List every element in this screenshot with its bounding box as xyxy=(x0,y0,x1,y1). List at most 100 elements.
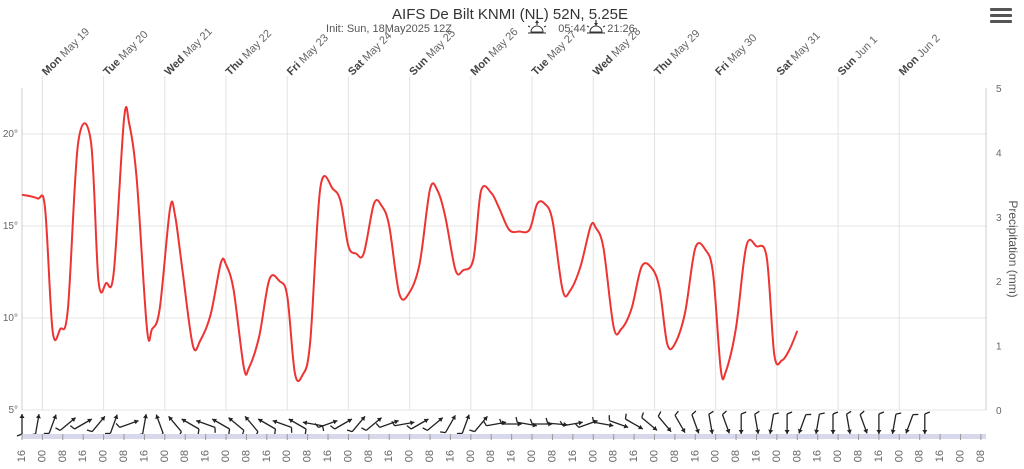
wind-barb xyxy=(69,418,93,430)
hour-tick-label: 08 xyxy=(302,450,314,462)
hour-tick-label: 00 xyxy=(587,450,599,462)
wind-barb xyxy=(244,415,259,437)
init-label: Init: Sun, 18May2025 12Z xyxy=(326,23,452,35)
hour-tick-label: 08 xyxy=(57,450,69,462)
hour-tick-label: 16 xyxy=(77,450,89,462)
hour-axis-band xyxy=(22,434,986,439)
day-date: May 26 xyxy=(487,26,521,60)
wind-barbs xyxy=(16,410,931,438)
hour-tick-label: 00 xyxy=(36,450,48,462)
hour-tick-label: 16 xyxy=(261,450,273,462)
hour-tick-label: 00 xyxy=(220,450,232,462)
wind-barb xyxy=(55,417,76,432)
wind-barb xyxy=(797,413,812,434)
chart-title: AIFS De Bilt KNMI (NL) 52N, 5.25E xyxy=(392,6,628,23)
hour-tick-label: 16 xyxy=(750,450,762,462)
hour-tick-label: 00 xyxy=(159,450,171,462)
day-label: Fri May 23 xyxy=(285,32,331,78)
temperature-tick-label: 10° xyxy=(3,313,18,324)
day-date: May 19 xyxy=(58,26,92,60)
sunrise-icon xyxy=(527,20,547,34)
day-label: Thu May 22 xyxy=(224,28,274,78)
day-label: Mon Jun 2 xyxy=(897,32,943,78)
precipitation-axis-ticks: 0 1 2 3 4 5 xyxy=(996,84,1002,417)
hour-tick-label: 08 xyxy=(118,450,130,462)
sunset-time: 21:26 xyxy=(607,23,635,35)
hour-tick-label: 16 xyxy=(200,450,212,462)
wind-barb xyxy=(346,415,366,433)
hour-tick-label: 08 xyxy=(669,450,681,462)
wind-barb xyxy=(375,419,399,429)
wind-barb xyxy=(302,420,325,432)
wind-barb xyxy=(406,418,429,430)
hour-tick-label: 16 xyxy=(628,450,640,462)
wind-barb xyxy=(456,414,471,435)
hour-tick-label: 00 xyxy=(465,450,477,462)
hour-tick-label: 08 xyxy=(608,450,620,462)
wind-barb xyxy=(86,415,106,433)
wind-barb xyxy=(272,419,293,433)
hour-tick-label: 16 xyxy=(444,450,456,462)
day-date: May 31 xyxy=(789,30,823,64)
wind-barb xyxy=(361,417,382,432)
hour-tick-label: 00 xyxy=(710,450,722,462)
wind-barb xyxy=(922,411,931,434)
wind-barb xyxy=(708,410,715,434)
hour-tick-label: 08 xyxy=(852,450,864,462)
hour-tick-label: 16 xyxy=(138,450,150,462)
temperature-axis-ticks: 5° 10° 15° 20° xyxy=(3,129,18,416)
wind-barb xyxy=(30,414,41,436)
wind-barb xyxy=(890,412,902,434)
wind-barb xyxy=(168,415,183,437)
plot-area xyxy=(22,88,986,410)
hour-tick-label: 00 xyxy=(648,450,660,462)
wind-barb xyxy=(608,415,629,429)
hour-tick-label: 00 xyxy=(98,450,110,462)
hour-tick-label: 16 xyxy=(812,450,824,462)
wind-barb xyxy=(830,411,839,434)
hour-tick-label: 08 xyxy=(730,450,742,462)
hour-tick-label: 00 xyxy=(771,450,783,462)
wind-barb xyxy=(624,413,644,430)
wind-barb xyxy=(257,418,277,435)
wind-barb xyxy=(876,411,885,434)
sunrise-time: 05:44 xyxy=(558,23,586,35)
wind-barb xyxy=(784,411,793,434)
temperature-tick-label: 15° xyxy=(3,221,18,232)
temperature-tick-label: 20° xyxy=(3,129,18,140)
day-date: May 30 xyxy=(725,32,759,66)
wind-barb xyxy=(115,419,139,429)
day-label: Sun Jun 1 xyxy=(836,34,880,78)
wind-barb xyxy=(814,412,825,434)
precipitation-axis-title: Precipitation (mm) xyxy=(1006,200,1020,297)
wind-barb xyxy=(483,420,507,427)
day-date: May 29 xyxy=(669,28,703,62)
wind-barb xyxy=(469,415,488,433)
wind-barb xyxy=(16,414,25,437)
hour-tick-label: 08 xyxy=(424,450,436,462)
wind-barb xyxy=(211,418,231,435)
hour-tick-label: 00 xyxy=(954,450,966,462)
wind-barb xyxy=(43,414,58,435)
hour-tick-label: 08 xyxy=(179,450,191,462)
wind-barb xyxy=(104,414,119,435)
hour-tick-label: 08 xyxy=(546,450,558,462)
wind-barb xyxy=(674,410,686,433)
hour-tick-label: 08 xyxy=(240,450,252,462)
day-label: Mon May 26 xyxy=(468,26,520,78)
hour-tick-label: 16 xyxy=(322,450,334,462)
wind-barb xyxy=(288,418,307,435)
sunset-icon xyxy=(586,20,606,34)
temperature-line xyxy=(21,105,799,383)
day-label: Thu May 29 xyxy=(652,28,702,78)
day-label: Tue May 20 xyxy=(101,29,150,78)
day-label: Sat May 31 xyxy=(775,30,823,78)
precipitation-tick-label: 1 xyxy=(996,342,1002,353)
hour-tick-label: 16 xyxy=(873,450,885,462)
hamburger-menu-icon[interactable] xyxy=(990,8,1012,26)
wind-barb xyxy=(422,417,444,432)
wind-barb xyxy=(845,410,852,434)
precipitation-tick-label: 4 xyxy=(996,148,1002,159)
